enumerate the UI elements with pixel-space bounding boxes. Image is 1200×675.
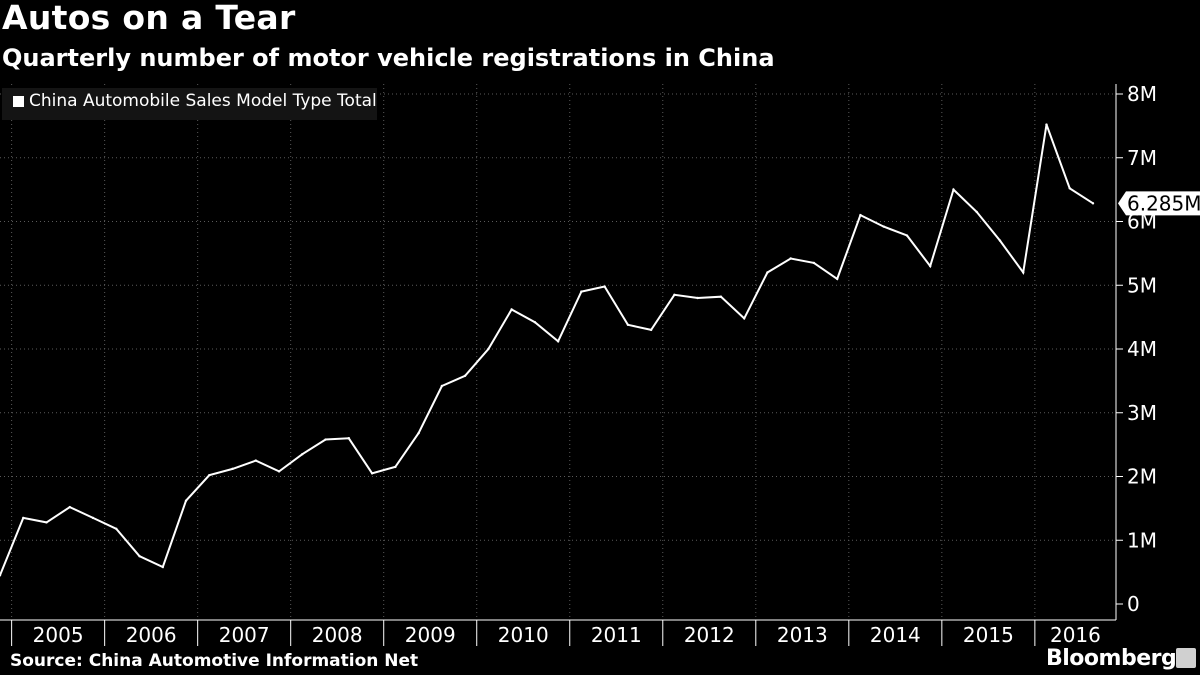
data-point (696, 296, 699, 300)
data-point (45, 521, 48, 524)
x-tick-label: 2006 (126, 623, 177, 647)
data-point (719, 295, 723, 298)
x-tick-label: 2007 (219, 623, 270, 647)
data-point (254, 459, 258, 462)
series-line-china-automobile-sales (0, 124, 1094, 576)
y-tick-label: 4M (1127, 337, 1157, 361)
data-point (859, 213, 862, 217)
data-point (417, 431, 420, 435)
x-tick-label: 2008 (312, 623, 363, 647)
data-point (161, 565, 164, 569)
y-tick-label: 3M (1127, 401, 1157, 425)
data-point (766, 271, 769, 274)
last-value-callout: 6.285M (1118, 191, 1200, 216)
source-note: Source: China Automotive Information Net (10, 651, 419, 671)
x-tick-label: 2015 (963, 623, 1014, 647)
data-point (277, 470, 281, 473)
data-point (603, 285, 606, 288)
data-point (370, 472, 374, 475)
legend-label: China Automobile Sales Model Type Total (29, 91, 377, 111)
data-point (1068, 187, 1071, 190)
data-point (138, 554, 141, 558)
data-point (673, 293, 676, 297)
chart-subtitle: Quarterly number of motor vehicle regist… (2, 44, 775, 72)
data-point (440, 384, 444, 388)
callout-label: 6.285M (1127, 191, 1200, 215)
callout-box (1118, 191, 1200, 216)
data-point (580, 290, 583, 293)
data-point (487, 347, 490, 351)
data-point (91, 516, 95, 520)
data-point (882, 225, 885, 228)
data-point (626, 323, 630, 326)
data-point (905, 234, 909, 237)
legend: China Automobile Sales Model Type Total (2, 88, 377, 120)
x-tick-label: 2005 (33, 623, 84, 647)
y-tick-label: 5M (1127, 273, 1157, 297)
data-point (812, 261, 816, 265)
data-point (0, 574, 2, 577)
data-point (742, 317, 746, 320)
data-point (463, 374, 467, 377)
y-tick-label: 7M (1127, 146, 1157, 170)
data-point (347, 437, 351, 440)
data-point (1091, 202, 1095, 205)
data-point (649, 328, 653, 332)
x-tick-label: 2013 (777, 623, 828, 647)
data-point (952, 188, 955, 191)
bloomberg-chart-icon (1176, 648, 1196, 668)
data-point (394, 465, 397, 469)
data-point (22, 516, 25, 520)
data-point (1022, 271, 1025, 274)
x-tick-label: 2010 (498, 623, 549, 647)
legend-swatch (13, 96, 24, 107)
x-tick-label: 2012 (684, 623, 735, 647)
data-point (533, 321, 537, 324)
data-point (115, 527, 118, 530)
data-points (0, 123, 1095, 577)
x-tick-label: 2011 (591, 623, 642, 647)
x-tick-label: 2016 (1050, 623, 1101, 647)
data-point (231, 467, 234, 471)
data-point (301, 452, 304, 456)
y-tick-label: 8M (1127, 82, 1157, 106)
x-axis: 2005 2006 2007 2008 2009 2010 2011 2012 2013 2014… (0, 619, 1116, 647)
x-tick-label: 2009 (405, 623, 456, 647)
data-point (998, 239, 1002, 242)
data-point (208, 474, 211, 477)
data-point (68, 505, 71, 509)
bloomberg-logo: Bloomberg (1046, 646, 1177, 671)
data-point (789, 257, 792, 260)
data-point (929, 264, 932, 268)
data-point (835, 277, 839, 281)
y-tick-label: 0 (1127, 592, 1140, 616)
y-tick-label: 2M (1127, 465, 1157, 489)
data-point (184, 499, 188, 502)
chart-title: Autos on a Tear (2, 0, 296, 37)
data-point (975, 210, 978, 214)
grid-lines (0, 84, 1116, 620)
data-point (556, 340, 560, 343)
data-point (1045, 123, 1048, 126)
x-tick-label: 2014 (870, 623, 921, 647)
y-tick-label: 1M (1127, 528, 1157, 552)
data-point (510, 308, 513, 311)
data-point (324, 438, 327, 441)
